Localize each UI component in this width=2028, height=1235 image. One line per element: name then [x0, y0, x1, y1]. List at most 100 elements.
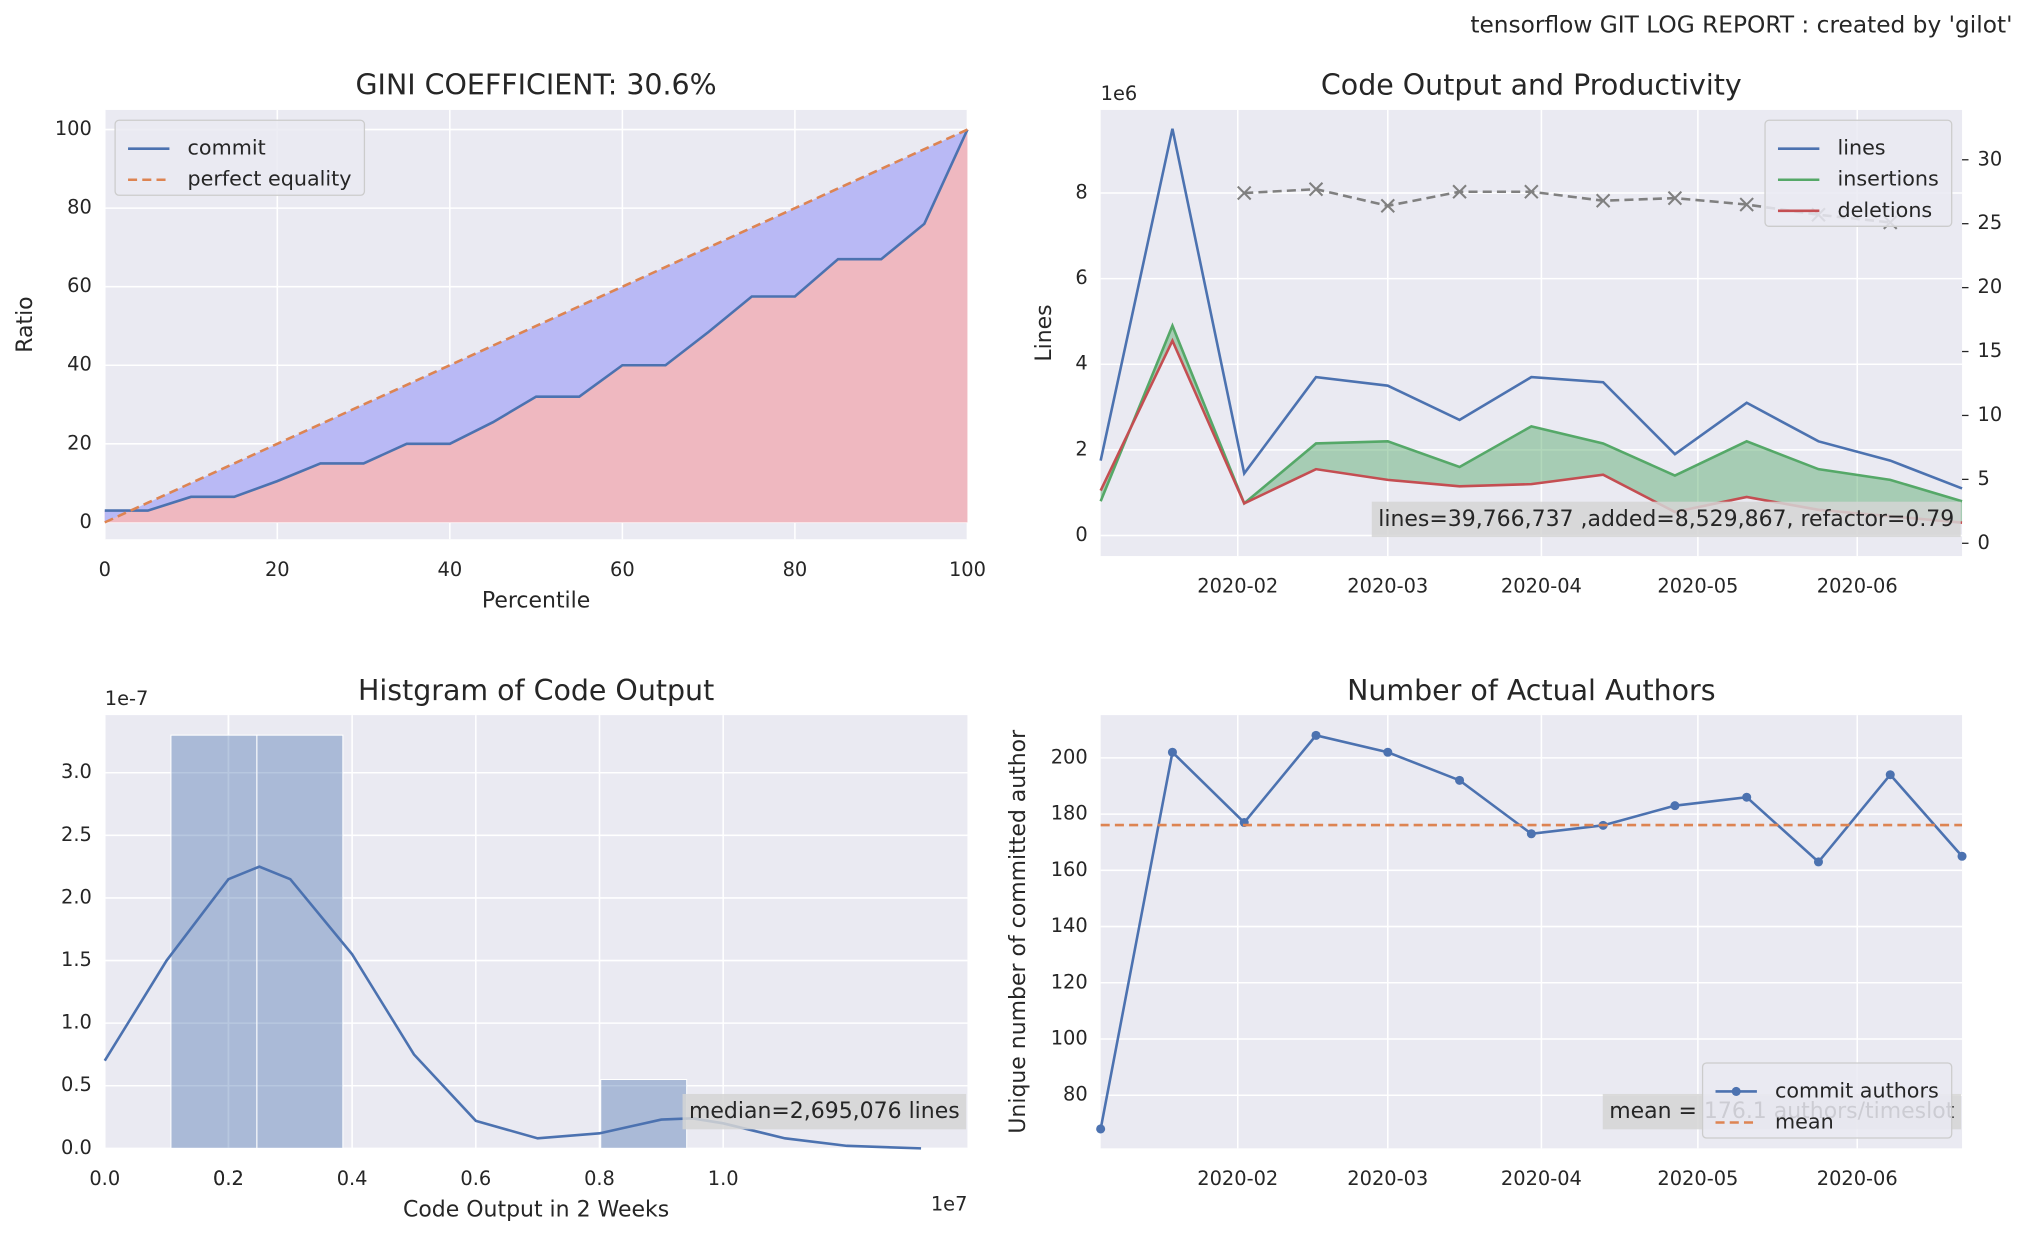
y2-tick-label: 20: [1978, 275, 2003, 298]
suptitle: tensorflow GIT LOG REPORT : created by '…: [1470, 11, 2012, 38]
x-tick-label: 0.6: [460, 1167, 491, 1190]
y-tick-label: 3.0: [61, 760, 92, 783]
legend-label: deletions: [1837, 198, 1932, 222]
y-tick-label: 140: [1051, 914, 1088, 937]
x-tick-label: 60: [610, 558, 635, 581]
legend-box: [1701, 1062, 1953, 1139]
y-tick-label: 0.5: [61, 1073, 92, 1096]
point-marker: [1308, 181, 1324, 197]
legend-box: [1764, 119, 1953, 227]
x-tick-label: 0: [99, 558, 111, 581]
y-tick-label: 0: [80, 510, 92, 533]
y-tick-label: 200: [1051, 745, 1088, 768]
annotation-box: [1371, 501, 1961, 538]
histogram-bar: [600, 1078, 688, 1149]
x-axis-label: Code Output in 2 Weeks: [403, 1197, 669, 1222]
y-offset-label: 1e-7: [105, 687, 149, 710]
plot-area: [104, 715, 968, 1149]
annotation: lines=39,766,737 ,added=8,529,867, refac…: [1371, 501, 1961, 538]
x-tick-label: 2020-06: [1817, 1167, 1898, 1190]
point-marker: [1885, 770, 1895, 780]
legend-label: commit: [188, 136, 266, 160]
y-tick-label: 0: [1075, 523, 1087, 546]
y-tick-label: 2.5: [61, 823, 92, 846]
x-axis-label: Percentile: [482, 588, 590, 613]
y-tick-label: 180: [1051, 802, 1088, 825]
chart-title: Number of Actual Authors: [1347, 674, 1715, 707]
point-marker: [1167, 747, 1177, 757]
y-tick-label: 80: [1063, 1083, 1088, 1106]
y-tick-label: 40: [67, 353, 92, 376]
x-tick-label: 2020-06: [1817, 575, 1898, 598]
y-tick-label: 120: [1051, 970, 1088, 993]
y2-tick-label: 30: [1978, 147, 2003, 170]
legend-label: perfect equality: [188, 167, 352, 191]
y-tick-label: 100: [1051, 1026, 1088, 1049]
point-marker: [1526, 829, 1536, 839]
x-tick-label: 1.0: [708, 1167, 739, 1190]
area-between: [1100, 325, 1963, 523]
y-tick-label: 100: [55, 117, 92, 140]
y-offset-label: 1e6: [1101, 82, 1138, 105]
x-tick-label: 0.0: [89, 1167, 120, 1190]
y2-tick-label: 0: [1978, 531, 1990, 554]
point-marker: [1455, 775, 1465, 785]
x-tick-label: 2020-03: [1347, 575, 1428, 598]
point-marker: [1237, 185, 1252, 201]
y-axis-label: Unique number of committed author: [1006, 729, 1031, 1134]
point-marker: [1957, 851, 1967, 861]
x-tick-label: 2020-05: [1657, 1167, 1738, 1190]
legend: lines insertions deletions: [1764, 119, 1953, 227]
annotation-text: lines=39,766,737 ,added=8,529,867, refac…: [1378, 507, 1954, 532]
x-tick-label: 2020-05: [1657, 575, 1738, 598]
point-marker: [1813, 857, 1824, 867]
y-tick-label: 0.0: [61, 1136, 92, 1159]
legend-label: insertions: [1837, 167, 1938, 191]
x-tick-label: 2020-04: [1501, 575, 1582, 598]
y-axis-label: Ratio: [13, 296, 38, 352]
y-tick-label: 4: [1075, 352, 1087, 375]
y-tick-label: 6: [1075, 266, 1087, 289]
x-offset-label: 1e7: [931, 1193, 968, 1216]
legend-box: [114, 119, 366, 196]
chart-title: Code Output and Productivity: [1321, 69, 1742, 102]
y-tick-label: 60: [67, 274, 92, 297]
x-tick-label: 2020-02: [1197, 1167, 1278, 1190]
series-line: [104, 128, 968, 524]
series-line: [1099, 128, 1963, 490]
kde-line: [103, 865, 922, 1150]
x-tick-label: 40: [438, 558, 463, 581]
x-tick-label: 2020-04: [1501, 1167, 1582, 1190]
y-tick-label: 20: [67, 431, 92, 454]
chart-title: GINI COEFFICIENT: 30.6%: [356, 69, 717, 102]
area-under-commit: [104, 129, 968, 523]
point-marker: [1380, 198, 1395, 213]
legend: commit authors mean: [1701, 1062, 1953, 1139]
y2-tick-label: 15: [1978, 339, 2003, 362]
y2-tick-label: 25: [1978, 211, 2003, 234]
legend-label: lines: [1837, 136, 1885, 160]
y-tick-label: 2.0: [61, 885, 92, 908]
point-marker: [1667, 190, 1683, 206]
series-line: [104, 129, 969, 512]
x-tick-label: 0.2: [213, 1167, 244, 1190]
point-marker: [1096, 1124, 1106, 1134]
x-tick-label: 2020-03: [1347, 1167, 1428, 1190]
point-marker: [1742, 792, 1752, 802]
legend: commit perfect equality: [114, 119, 366, 196]
y-tick-label: 1.0: [61, 1011, 92, 1034]
y2-tick-label: 5: [1978, 467, 1990, 490]
point-marker: [1452, 184, 1467, 199]
annotation: median=2,695,076 lines: [682, 1093, 967, 1130]
histogram-bar: [170, 734, 258, 1149]
annotation-box: [682, 1093, 967, 1130]
x-tick-label: 0.4: [337, 1167, 368, 1190]
x-tick-label: 2020-02: [1197, 575, 1278, 598]
y-tick-label: 8: [1075, 180, 1087, 203]
legend-label: mean: [1775, 1109, 1834, 1133]
point-marker: [1524, 184, 1539, 199]
y-tick-label: 1.5: [61, 948, 92, 971]
point-marker: [1383, 747, 1393, 757]
y-axis-label: Lines: [1032, 304, 1057, 361]
